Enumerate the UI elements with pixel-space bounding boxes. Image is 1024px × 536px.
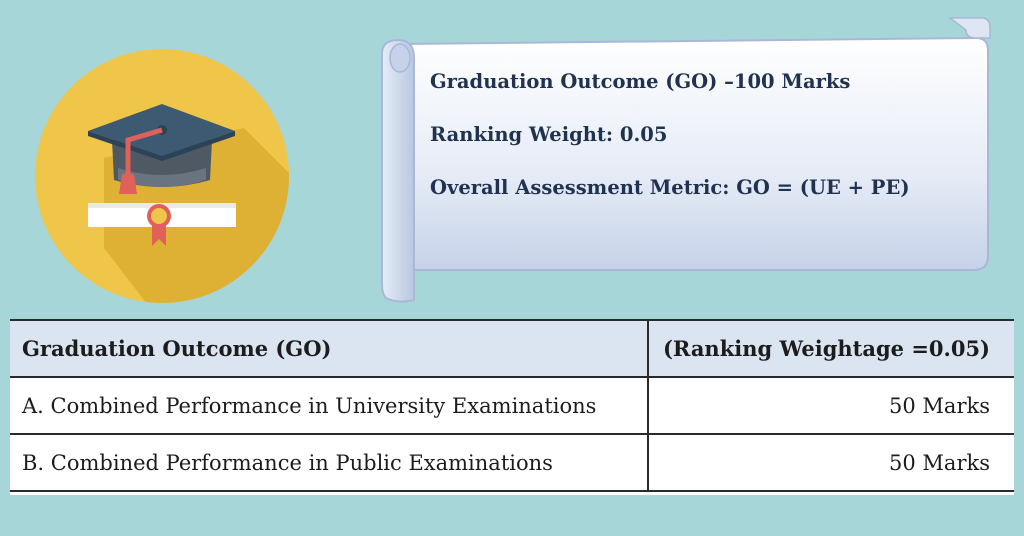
scroll-banner (381, 17, 991, 303)
graduation-cap-diploma-icon (35, 49, 289, 303)
table-row: B. Combined Performance in Public Examin… (10, 434, 1014, 492)
scroll-title-line: Graduation Outcome (GO) –100 Marks (430, 70, 851, 93)
scroll-content: Graduation Outcome (GO) –100 Marks Ranki… (430, 70, 970, 229)
table-row: A. Combined Performance in University Ex… (10, 377, 1014, 435)
table-header-cell: Graduation Outcome (GO) (10, 319, 649, 378)
scroll-metric-line: Overall Assessment Metric: GO = (UE + PE… (430, 176, 910, 199)
table-cell: 50 Marks (648, 377, 1014, 435)
table-header-cell: (Ranking Weightage =0.05) (648, 319, 1014, 378)
go-table-container: Graduation Outcome (GO) (Ranking Weighta… (10, 319, 1014, 495)
table-cell: 50 Marks (648, 434, 1014, 492)
table-header-row: Graduation Outcome (GO) (Ranking Weighta… (10, 319, 1014, 378)
table-cell: A. Combined Performance in University Ex… (10, 377, 649, 435)
go-table: Graduation Outcome (GO) (Ranking Weighta… (10, 319, 1014, 492)
scroll-weight-line: Ranking Weight: 0.05 (430, 123, 668, 146)
table-cell: B. Combined Performance in Public Examin… (10, 434, 649, 492)
